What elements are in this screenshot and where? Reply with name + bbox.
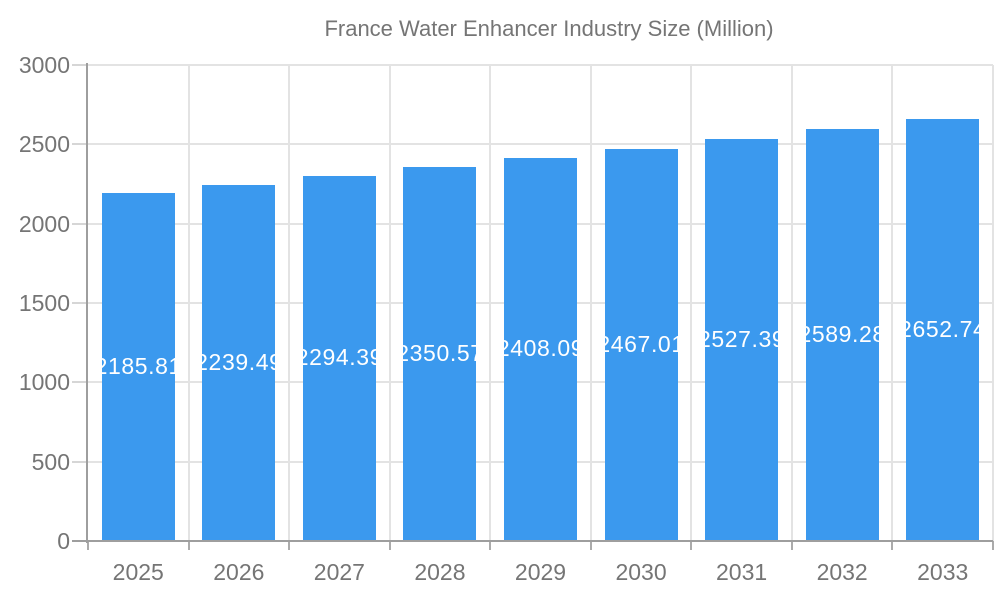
bar[interactable]: 2589.28: [805, 129, 879, 540]
y-axis-line: [86, 63, 88, 543]
y-tick-label: 1000: [18, 369, 70, 396]
y-axis-tick: [72, 143, 88, 146]
x-axis-tick: [87, 541, 89, 550]
v-gridline: [388, 65, 391, 541]
x-tick-label: 2029: [514, 559, 567, 585]
legend: France Water Enhancer Industry Size (Mil…: [0, 16, 1000, 42]
bar[interactable]: 2408.09: [504, 157, 577, 540]
bar-label-clip: 2350.57: [403, 339, 476, 369]
bar-label-clip: 2589.28: [806, 320, 879, 350]
v-gridline: [589, 65, 592, 541]
y-tick-label: 500: [31, 448, 70, 475]
x-tick-label: 2026: [213, 559, 265, 585]
x-axis-tick: [187, 541, 190, 550]
legend-label: France Water Enhancer Industry Size (Mil…: [324, 16, 774, 41]
x-tick-label: 2025: [112, 559, 164, 585]
bar[interactable]: 2294.39: [302, 175, 376, 540]
bar-value-label: 2589.28: [806, 321, 879, 348]
y-tick-label: 3000: [18, 52, 70, 78]
plot-area: 2185.81 2239.49 2294.39 2350.57 2408.09 2467.…: [72, 63, 994, 550]
y-axis-tick: [72, 460, 88, 463]
x-axis-tick: [388, 541, 391, 550]
legend-swatch: [226, 17, 311, 41]
bar-value-label: 2294.39: [303, 344, 376, 371]
x-tick-label: 2028: [414, 559, 466, 585]
v-gridline: [790, 65, 793, 541]
v-gridline: [187, 65, 190, 541]
y-axis-tick: [72, 222, 88, 225]
bar-value-label: 2350.57: [403, 340, 476, 367]
bar-value-label: 2185.81: [102, 353, 175, 380]
bar[interactable]: 2527.39: [705, 139, 779, 540]
x-axis-tick: [992, 541, 994, 550]
bar-label-clip: 2294.39: [303, 343, 376, 373]
x-tick-label: 2027: [313, 559, 365, 585]
x-axis-tick: [790, 541, 793, 550]
bar-value-label: 2467.01: [605, 330, 678, 357]
x-axis-tick: [489, 541, 492, 550]
y-tick-label: 1500: [18, 290, 70, 316]
bar-value-label: 2408.09: [504, 335, 577, 362]
bar-label-clip: 2527.39: [705, 325, 778, 355]
x-tick-label: 2030: [615, 559, 667, 585]
x-tick-label: 2033: [917, 559, 969, 585]
bar-label-clip: 2239.49: [202, 347, 275, 377]
v-gridline: [489, 65, 492, 541]
bar[interactable]: 2239.49: [202, 184, 276, 540]
v-gridline: [690, 65, 693, 541]
bar-label-clip: 2408.09: [504, 334, 577, 364]
bar[interactable]: 2467.01: [604, 148, 678, 540]
y-axis-tick: [72, 302, 88, 304]
v-gridline: [891, 65, 894, 541]
bar-label-clip: 2467.01: [605, 329, 678, 359]
bar[interactable]: 2185.81: [101, 193, 175, 540]
x-axis-tick: [288, 541, 291, 550]
x-axis-tick: [891, 541, 894, 550]
x-axis-tick: [589, 541, 592, 550]
v-gridline: [288, 65, 291, 541]
y-axis-tick: [72, 381, 88, 384]
y-tick-label: 2000: [18, 210, 70, 237]
y-axis-tick: [72, 64, 88, 66]
x-axis-line: [72, 540, 993, 542]
v-gridline: [992, 65, 994, 541]
legend-item[interactable]: France Water Enhancer Industry Size (Mil…: [226, 16, 773, 42]
h-gridline: [88, 64, 993, 66]
x-axis-tick: [690, 541, 693, 550]
h-gridline: [88, 143, 993, 146]
y-tick-label: 0: [57, 528, 70, 554]
x-tick-label: 2031: [716, 559, 768, 585]
bar-value-label: 2527.39: [705, 326, 778, 352]
y-tick-label: 2500: [18, 131, 70, 158]
bar-value-label: 2239.49: [202, 348, 275, 375]
x-tick-label: 2032: [816, 559, 868, 585]
bar-label-clip: 2185.81: [102, 352, 175, 382]
bar[interactable]: 2350.57: [403, 167, 477, 540]
